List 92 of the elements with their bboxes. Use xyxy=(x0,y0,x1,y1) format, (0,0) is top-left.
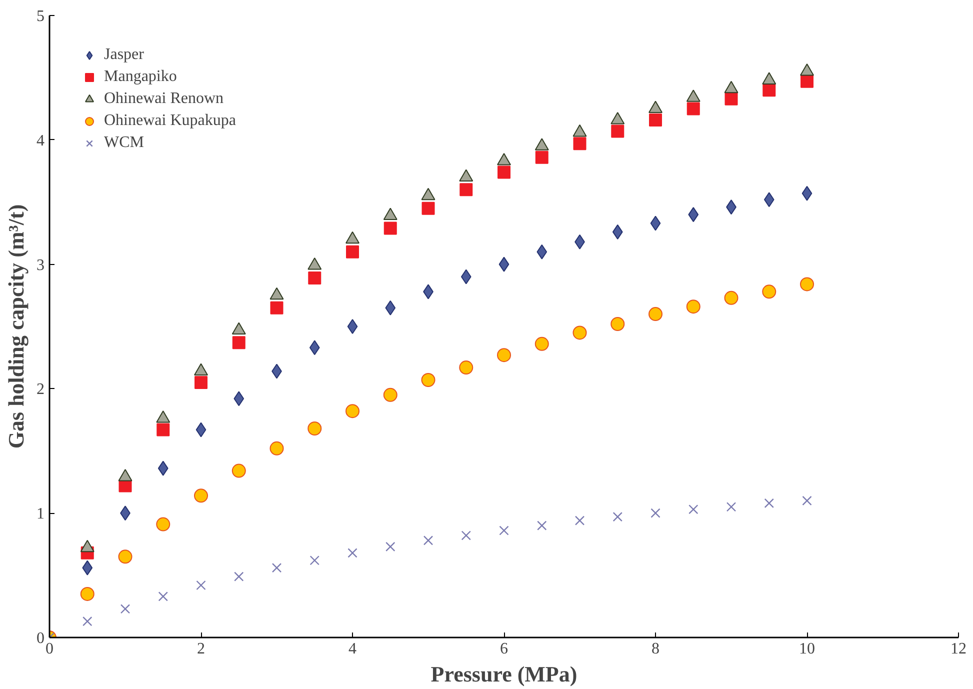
point xyxy=(270,301,284,314)
point xyxy=(82,560,93,576)
legend-label: Ohinewai Renown xyxy=(104,90,224,108)
point xyxy=(423,536,434,546)
point xyxy=(348,548,358,558)
point xyxy=(574,516,585,526)
point xyxy=(346,404,360,418)
point xyxy=(724,290,738,305)
point xyxy=(800,74,814,88)
point xyxy=(534,336,549,351)
point xyxy=(537,520,547,530)
point xyxy=(572,326,587,340)
x-axis-title: Pressure (MPa) xyxy=(430,662,578,686)
point xyxy=(649,113,662,126)
y-tick-label: 3 xyxy=(36,256,44,274)
point xyxy=(612,224,623,240)
point xyxy=(611,124,624,138)
point xyxy=(82,616,92,626)
point xyxy=(610,317,625,331)
point xyxy=(232,464,246,478)
point xyxy=(764,192,774,208)
legend-label: Ohinewai Kupakupa xyxy=(104,112,236,130)
point xyxy=(156,517,170,532)
x-tick-label: 8 xyxy=(652,640,660,658)
point xyxy=(347,319,358,334)
point xyxy=(764,498,774,508)
point xyxy=(461,530,471,540)
point xyxy=(650,508,660,518)
point xyxy=(688,207,699,222)
point xyxy=(272,562,282,573)
legend-label: Jasper xyxy=(104,46,144,64)
y-tick-label: 0 xyxy=(36,630,44,647)
y-tick-label: 4 xyxy=(36,132,44,150)
point xyxy=(383,388,398,402)
y-axis-title: Gas holding capcity (m³/t) xyxy=(4,204,28,449)
point xyxy=(573,137,586,150)
point xyxy=(648,307,662,322)
point xyxy=(234,572,244,582)
point xyxy=(156,423,170,436)
point xyxy=(232,336,246,350)
point xyxy=(158,460,168,476)
x-tick-label: 6 xyxy=(500,640,508,658)
point xyxy=(346,245,359,258)
point xyxy=(196,422,206,438)
point xyxy=(724,92,738,106)
point xyxy=(194,488,208,503)
point xyxy=(385,300,396,316)
point xyxy=(686,300,700,314)
point xyxy=(308,271,322,284)
point xyxy=(686,102,700,116)
legend-label: WCM xyxy=(104,134,144,152)
point xyxy=(497,348,511,362)
point xyxy=(498,256,510,272)
x-tick-label: 12 xyxy=(950,640,966,658)
y-tick-label: 2 xyxy=(36,381,44,398)
point xyxy=(309,340,320,356)
point xyxy=(612,512,622,522)
point xyxy=(459,360,474,375)
point xyxy=(158,592,168,602)
point xyxy=(800,277,814,292)
point xyxy=(762,84,776,97)
point xyxy=(120,604,130,614)
point xyxy=(650,216,661,231)
point xyxy=(118,550,132,564)
point xyxy=(688,504,698,514)
x-tick-label: 4 xyxy=(348,640,356,658)
point xyxy=(536,244,548,260)
x-tick-label: 2 xyxy=(197,640,205,658)
point xyxy=(762,284,776,299)
point xyxy=(460,183,473,196)
point xyxy=(310,556,320,566)
point xyxy=(726,502,736,512)
point xyxy=(802,186,812,201)
point xyxy=(270,441,284,456)
point xyxy=(422,202,435,215)
legend-label: Mangapiko xyxy=(104,68,177,86)
point xyxy=(460,269,472,284)
x-tick-label: 10 xyxy=(799,640,815,658)
y-tick-label: 1 xyxy=(36,506,44,523)
point xyxy=(234,391,244,406)
point xyxy=(498,166,510,179)
point xyxy=(80,586,94,601)
point xyxy=(308,422,322,436)
point xyxy=(499,526,509,536)
point xyxy=(802,496,812,506)
point xyxy=(384,222,397,235)
point xyxy=(194,376,208,389)
point xyxy=(386,542,396,552)
point xyxy=(196,580,206,590)
point xyxy=(535,150,548,164)
point xyxy=(421,373,436,387)
y-tick-label: 5 xyxy=(36,8,44,25)
